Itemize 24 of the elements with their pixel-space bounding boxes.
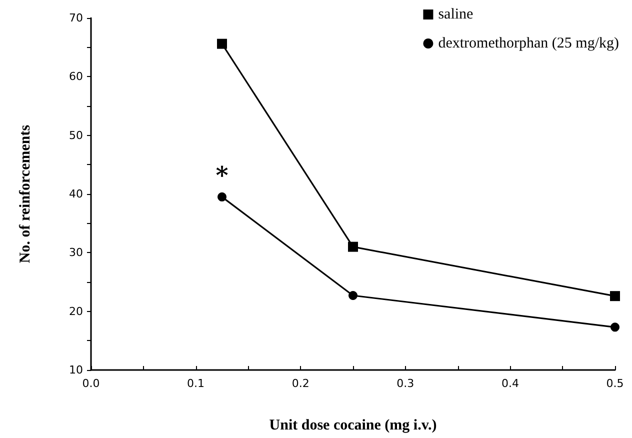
x-tick-label: 0.0: [82, 377, 100, 390]
y-tick-label: 30: [69, 246, 83, 260]
y-tick-label: 40: [69, 188, 83, 200]
x-tick-label: 0.3: [396, 377, 414, 390]
legend-label: saline: [438, 6, 474, 22]
y-tick-label: 50: [69, 128, 83, 142]
x-tick-label: 0.5: [606, 377, 624, 390]
point: [610, 291, 620, 302]
point: [218, 192, 226, 202]
y-tick-label: 70: [69, 12, 83, 24]
x-axis-title: Unit dose cocaine (mg i.v.): [269, 418, 437, 434]
y-tick-label: 20: [69, 304, 83, 318]
y-tick-label: 60: [69, 70, 83, 84]
x-tick-label: 0.4: [501, 377, 519, 390]
point: [217, 38, 227, 49]
legend-label: dextromethorphan (25 mg/kg): [438, 36, 620, 52]
y-axis-title: No. of reinforcements: [18, 124, 34, 264]
x-tick-label: 0.1: [187, 377, 205, 390]
x-tick-label: 0.2: [292, 377, 310, 390]
point: [348, 242, 358, 252]
annotation: *: [216, 160, 229, 190]
point: [348, 290, 358, 300]
point: [610, 322, 620, 332]
y-tick-label: 10: [69, 364, 83, 376]
